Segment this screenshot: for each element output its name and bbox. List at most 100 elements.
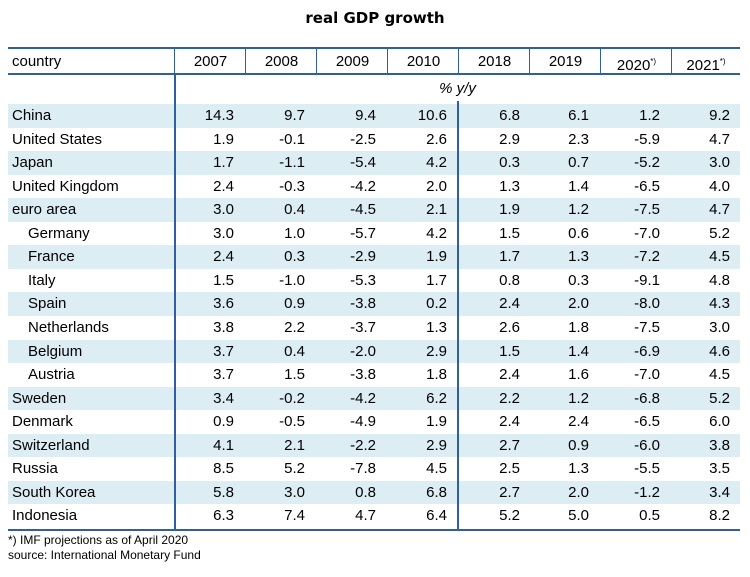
- table-cell-value: 9.4: [355, 107, 376, 124]
- table-cell-value: 9.7: [284, 107, 305, 124]
- table-row: United States 1.9 -0.1 -2.5 2.6 2.9 2.3 -5.9 4.7: [8, 128, 740, 152]
- table-cell-value: 4.7: [355, 507, 376, 525]
- country-name: Switzerland: [12, 436, 90, 454]
- table-cell-value: 2.9: [499, 130, 520, 148]
- table-cell-value: 0.9: [284, 295, 305, 313]
- table-cell-value: -4.2: [350, 389, 376, 407]
- header-divider: [458, 49, 459, 73]
- table-cell-value: 0.5: [639, 507, 660, 525]
- table-cell-value: 8.2: [709, 507, 730, 525]
- header-footnote-mark: *): [650, 57, 657, 66]
- table-cell-value: 1.8: [426, 366, 447, 384]
- table-cell-value: 3.4: [213, 389, 234, 407]
- table-cell-value: 1.5: [284, 366, 305, 384]
- table-cell-value: 2.4: [499, 295, 520, 313]
- header-year: 2021*): [672, 49, 740, 74]
- table-cell-value: 5.2: [709, 389, 730, 407]
- table-row: United Kingdom 2.4 -0.3 -4.2 2.0 1.3 1.4 -6.5 4.…: [8, 175, 740, 199]
- header-year: 2019: [530, 49, 601, 73]
- table-cell-value: 4.8: [709, 271, 730, 289]
- country-name: United Kingdom: [12, 177, 119, 195]
- country-name: China: [12, 107, 52, 124]
- table-cell-value: -5.7: [350, 224, 376, 242]
- table-cell-value: 1.9: [426, 413, 447, 431]
- table-cell-value: -3.8: [350, 295, 376, 313]
- table-cell-value: 7.4: [284, 507, 305, 525]
- header-year: 2008: [246, 49, 317, 73]
- table-cell-value: 1.0: [284, 224, 305, 242]
- country-name: South Korea: [12, 483, 96, 501]
- table-cell-value: 1.3: [568, 460, 589, 478]
- table-cell-value: 4.2: [426, 224, 447, 242]
- table-row: South Korea 5.8 3.0 0.8 6.8 2.7 2.0 -1.2 3.4: [8, 480, 740, 505]
- table-cell-value: 3.0: [213, 224, 234, 242]
- table-cell-value: -6.5: [634, 177, 660, 195]
- table-cell-value: 2.4: [568, 413, 589, 431]
- table-cell-value: 2.2: [499, 389, 520, 407]
- table-cell-value: 6.1: [568, 107, 589, 124]
- table-cell-value: 2.0: [568, 295, 589, 313]
- table-cell-value: 3.7: [213, 366, 234, 384]
- header-year-label: 2018: [477, 53, 512, 70]
- table-cell-value: -6.5: [634, 413, 660, 431]
- country-name: United States: [12, 130, 103, 148]
- header-divider: [600, 49, 601, 73]
- table-cell-value: 6.8: [426, 483, 447, 501]
- table-cell-value: 6.3: [213, 507, 234, 525]
- header-footnote-mark: *): [719, 57, 726, 66]
- table-cell-value: -4.5: [350, 201, 376, 219]
- table-cell-value: -1.1: [279, 154, 305, 172]
- table-title: real GDP growth: [305, 9, 445, 27]
- country-name: euro area: [12, 201, 77, 219]
- table-cell-value: 1.4: [568, 177, 589, 195]
- header-divider: [174, 49, 175, 73]
- table-cell-value: -0.3: [279, 177, 305, 195]
- table-cell-value: -2.5: [350, 130, 376, 148]
- table-cell-value: 14.3: [204, 107, 234, 124]
- table-cell-value: 1.5: [499, 224, 520, 242]
- table-cell-value: -7.0: [634, 224, 660, 242]
- table-cell-value: 0.4: [284, 342, 305, 360]
- table-cell-value: 1.5: [499, 342, 520, 360]
- country-name: Austria: [28, 366, 75, 384]
- table-cell-value: 0.8: [499, 271, 520, 289]
- table-cell-value: -3.8: [350, 366, 376, 384]
- table-cell-value: 2.0: [426, 177, 447, 195]
- table-cell-value: 4.6: [709, 342, 730, 360]
- table-cell-value: 3.6: [213, 295, 234, 313]
- table-cell-value: 2.5: [499, 460, 520, 478]
- header-divider: [245, 49, 246, 73]
- source-note: source: International Monetary Fund: [8, 548, 201, 562]
- table-cell-value: 0.6: [568, 224, 589, 242]
- table-cell-value: 3.0: [213, 201, 234, 219]
- table-cell-value: 1.8: [568, 318, 589, 336]
- table-cell-value: -1.0: [279, 271, 305, 289]
- table-row: Denmark 0.9 -0.5 -4.9 1.9 2.4 2.4 -6.5 6.0: [8, 410, 740, 434]
- table-cell-value: 2.4: [213, 248, 234, 266]
- table-row: Germany 3.0 1.0 -5.7 4.2 1.5 0.6 -7.0 5.2: [8, 222, 740, 246]
- table-row: euro area 3.0 0.4 -4.5 2.1 1.9 1.2 -7.5 4.7: [8, 198, 740, 222]
- table-cell-value: 3.5: [709, 460, 730, 478]
- table-cell-value: 2.0: [568, 483, 589, 501]
- table-cell-value: 1.5: [213, 271, 234, 289]
- table-cell-value: 2.6: [499, 318, 520, 336]
- country-name: Netherlands: [28, 318, 109, 336]
- table-cell-value: 2.4: [213, 177, 234, 195]
- table-cell-value: 1.2: [639, 107, 660, 124]
- table-cell-value: 2.4: [499, 366, 520, 384]
- table-cell-value: 2.1: [284, 436, 305, 454]
- table-cell-value: 1.6: [568, 366, 589, 384]
- table-cell-value: 5.0: [568, 507, 589, 525]
- table-cell-value: 0.9: [568, 436, 589, 454]
- table-cell-value: -3.7: [350, 318, 376, 336]
- table-cell-value: 1.7: [213, 154, 234, 172]
- country-name: Russia: [12, 460, 58, 478]
- country-name: Indonesia: [12, 507, 78, 525]
- table-cell-value: 1.2: [568, 389, 589, 407]
- table-cell-value: 6.2: [426, 389, 447, 407]
- table-cell-value: 3.8: [213, 318, 234, 336]
- table-cell-value: 1.9: [499, 201, 520, 219]
- table-row: Spain 3.6 0.9 -3.8 0.2 2.4 2.0 -8.0 4.3: [8, 292, 740, 316]
- table-cell-value: 2.7: [499, 436, 520, 454]
- table-cell-value: -5.2: [634, 154, 660, 172]
